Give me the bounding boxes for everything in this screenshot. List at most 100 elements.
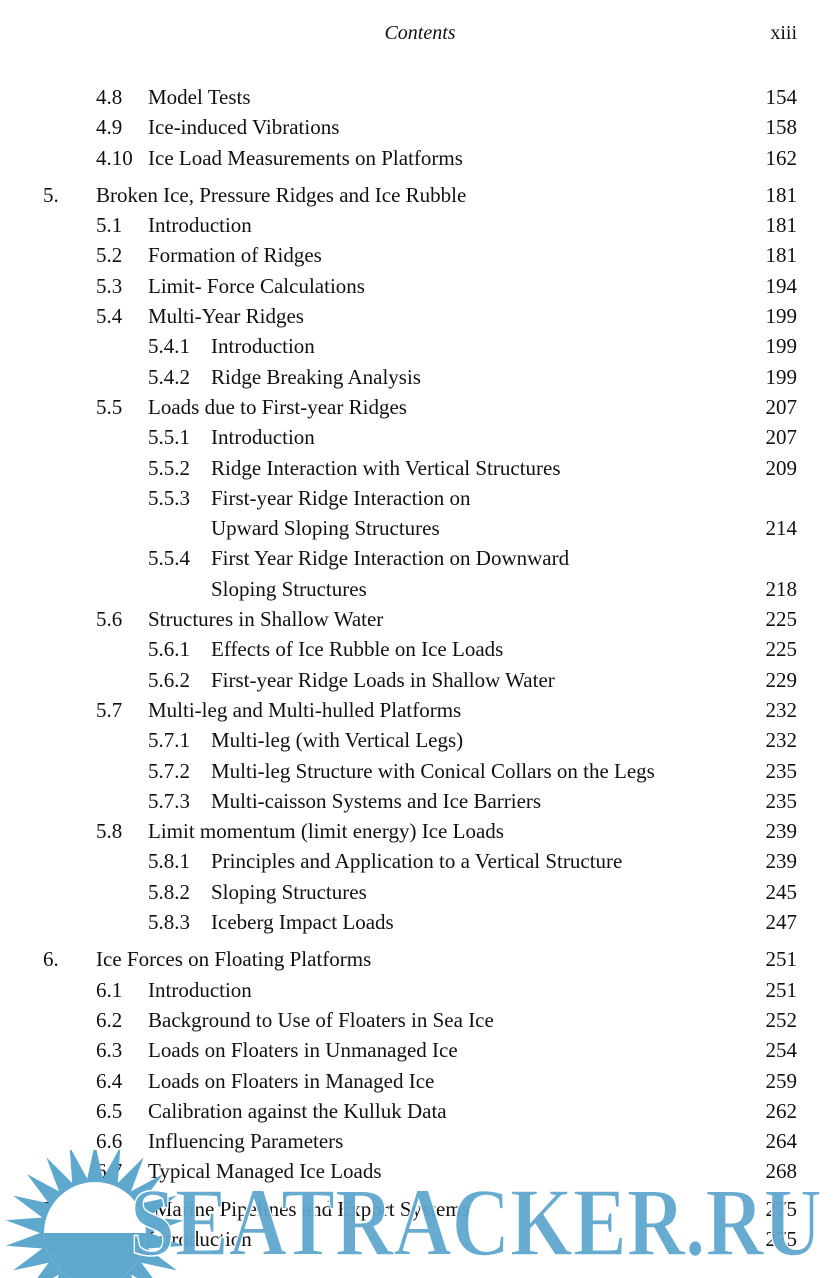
entry-title: Model Tests xyxy=(148,85,251,109)
sun-icon xyxy=(5,1150,185,1278)
entry-number: 5.6.1 xyxy=(148,637,190,662)
entry-page: 239 xyxy=(765,819,798,844)
toc-entry[interactable]: 5.8.1 Principles and Application to a Ver… xyxy=(0,846,834,876)
entry-title: Formation of Ridges xyxy=(148,243,322,268)
entry-number: 5.8.3 xyxy=(148,910,190,935)
toc-entry[interactable]: 5.5.3 First-year Ridge Interaction on xyxy=(0,483,834,513)
entry-number: 5.5.3 xyxy=(148,485,190,510)
toc-entry[interactable]: 6.4 Loads on Floaters in Managed Ice 259 xyxy=(0,1066,834,1096)
toc-chapter[interactable]: 6. Ice Forces on Floating Platforms 251 xyxy=(0,944,834,974)
entry-title: Calibration against the Kulluk Data xyxy=(148,1098,447,1123)
toc-entry[interactable]: 5.4.2 Ridge Breaking Analysis 199 xyxy=(0,362,834,392)
entry-page: 162 xyxy=(765,145,798,170)
toc-entry[interactable]: 5.7.2 Multi-leg Structure with Conical Co… xyxy=(0,756,834,786)
entry-title: Multi-Year Ridges xyxy=(148,304,304,329)
toc-entry[interactable]: 6.2 Background to Use of Floaters in Sea … xyxy=(0,1005,834,1035)
toc-entry[interactable]: 5.4 Multi-Year Ridges 199 xyxy=(0,301,834,331)
entry-title: Principles and Application to a Vertical… xyxy=(211,849,623,874)
toc-entry[interactable]: 5.5.2 Ridge Interaction with Vertical Str… xyxy=(0,453,834,483)
toc-entry[interactable]: 6.3 Loads on Floaters in Unmanaged Ice 254 xyxy=(0,1035,834,1065)
entry-title: Loads on Floaters in Unmanaged Ice xyxy=(148,1038,458,1063)
toc-entry[interactable]: 4.8 Model Tests 154 xyxy=(0,82,834,112)
entry-number: 6.1 xyxy=(96,977,123,1002)
entry-title: Multi-caisson Systems and Ice Barriers xyxy=(211,788,542,813)
toc-entry[interactable]: 5.2 Formation of Ridges 181 xyxy=(0,240,834,270)
toc-entry[interactable]: 5.6.1 Effects of Ice Rubble on Ice Loads 2… xyxy=(0,634,834,664)
watermark-logo: SEATRACKER.RU xyxy=(5,1150,823,1278)
entry-title: Ice Forces on Floating Platforms xyxy=(96,947,372,972)
entry-page: 252 xyxy=(765,1007,798,1032)
entry-title: Sloping Structures xyxy=(211,576,367,601)
entry-number: 6.4 xyxy=(96,1068,123,1093)
entry-title: First Year Ridge Interaction on Downward xyxy=(211,546,570,571)
toc-entry[interactable]: 5.3 Limit- Force Calculations 194 xyxy=(0,271,834,301)
entry-page: 251 xyxy=(765,977,798,1002)
toc-entry[interactable]: 5.7 Multi-leg and Multi-hulled Platforms 2… xyxy=(0,695,834,725)
toc-entry[interactable]: 6.5 Calibration against the Kulluk Data 26… xyxy=(0,1096,834,1126)
entry-number: 4.10 xyxy=(96,145,133,170)
entry-page: 232 xyxy=(765,728,798,753)
table-of-contents: 4.8 Model Tests 154 4.9 Ice-induced Vibratio… xyxy=(0,82,834,1254)
entry-page: 262 xyxy=(765,1098,798,1123)
entry-page: 239 xyxy=(765,849,798,874)
toc-entry[interactable]: 6.6 Influencing Parameters 264 xyxy=(0,1126,834,1156)
entry-title: Iceberg Impact Loads xyxy=(211,910,394,935)
entry-page: 207 xyxy=(765,425,798,450)
entry-title: Limit momentum (limit energy) Ice Loads xyxy=(148,819,504,844)
entry-page: 251 xyxy=(765,947,798,972)
entry-title: Broken Ice, Pressure Ridges and Ice Rubb… xyxy=(96,182,467,207)
entry-title: First-year Ridge Interaction on xyxy=(211,485,471,510)
entry-title: Multi-leg Structure with Conical Collars… xyxy=(211,758,655,783)
entry-page: 247 xyxy=(765,910,798,935)
entry-number: 5.6.2 xyxy=(148,667,190,692)
toc-entry[interactable]: 5.7.1 Multi-leg (with Vertical Legs) 232 xyxy=(0,725,834,755)
entry-title: Effects of Ice Rubble on Ice Loads xyxy=(211,637,504,662)
entry-number: 5.5.2 xyxy=(148,455,190,480)
entry-number: 5.8.2 xyxy=(148,879,190,904)
entry-page: 158 xyxy=(765,115,798,140)
entry-page: 232 xyxy=(765,697,798,722)
toc-entry[interactable]: 5.8 Limit momentum (limit energy) Ice Loa… xyxy=(0,816,834,846)
entry-number: 5.4.1 xyxy=(148,334,190,359)
entry-page: 235 xyxy=(765,788,798,813)
entry-number: 5.5.1 xyxy=(148,425,190,450)
toc-entry[interactable]: 5.4.1 Introduction 199 xyxy=(0,331,834,361)
entry-page: 225 xyxy=(765,637,798,662)
entry-page: 207 xyxy=(765,394,798,419)
watermark-text: SEATRACKER.RU xyxy=(130,1169,822,1277)
entry-title: Ridge Breaking Analysis xyxy=(211,364,421,389)
toc-entry[interactable]: 6.1 Introduction 251 xyxy=(0,975,834,1005)
entry-number: 5.4 xyxy=(96,304,123,329)
entry-page: 194 xyxy=(765,273,798,298)
toc-entry[interactable]: Sloping Structures 218 xyxy=(0,574,834,604)
toc-entry[interactable]: 5.5.4 First Year Ridge Interaction on Dow… xyxy=(0,543,834,573)
entry-number: 5.1 xyxy=(96,213,123,238)
toc-entry[interactable]: 5.8.2 Sloping Structures 245 xyxy=(0,877,834,907)
toc-entry[interactable]: 5.6.2 First-year Ridge Loads in Shallow W… xyxy=(0,665,834,695)
entry-page: 275 xyxy=(765,1226,798,1251)
page-number: xiii xyxy=(770,22,797,44)
entry-page: 199 xyxy=(765,364,798,389)
toc-chapter[interactable]: 5. Broken Ice, Pressure Ridges and Ice Ru… xyxy=(0,180,834,210)
toc-entry[interactable]: 5.7.3 Multi-caisson Systems and Ice Barri… xyxy=(0,786,834,816)
entry-page: 218 xyxy=(765,576,798,601)
running-header-title: Contents xyxy=(384,22,456,44)
toc-entry[interactable]: 4.10 Ice Load Measurements on Platforms 16… xyxy=(0,143,834,173)
entry-page: 268 xyxy=(765,1159,798,1184)
entry-title: Introduction xyxy=(148,977,252,1002)
toc-entry[interactable]: 5.6 Structures in Shallow Water 225 xyxy=(0,604,834,634)
toc-entry[interactable]: 5.5.1 Introduction 207 xyxy=(0,422,834,452)
entry-page: 181 xyxy=(765,213,798,238)
toc-entry[interactable]: 4.9 Ice-induced Vibrations 158 xyxy=(0,112,834,142)
entry-title: Loads on Floaters in Managed Ice xyxy=(148,1068,435,1093)
entry-page: 199 xyxy=(765,304,798,329)
entry-title: Introduction xyxy=(211,425,315,450)
toc-entry[interactable]: Upward Sloping Structures 214 xyxy=(0,513,834,543)
toc-entry[interactable]: 5.8.3 Iceberg Impact Loads 247 xyxy=(0,907,834,937)
toc-entry[interactable]: 5.5 Loads due to First-year Ridges 207 xyxy=(0,392,834,422)
entry-title: Upward Sloping Structures xyxy=(211,516,440,541)
entry-page: 254 xyxy=(765,1038,798,1063)
entry-number: 5.7.3 xyxy=(148,788,190,813)
entry-number: 6. xyxy=(43,947,59,972)
toc-entry[interactable]: 5.1 Introduction 181 xyxy=(0,210,834,240)
